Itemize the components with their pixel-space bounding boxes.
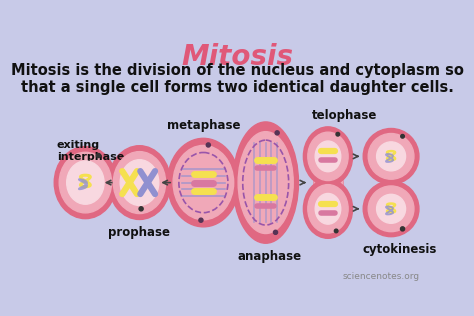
Text: metaphase: metaphase: [167, 119, 240, 132]
Circle shape: [139, 207, 143, 211]
Ellipse shape: [303, 179, 353, 238]
Text: exiting
interphase: exiting interphase: [57, 140, 124, 161]
Text: Mitosis is the division of the nucleus and cytoplasm so
that a single cell forms: Mitosis is the division of the nucleus a…: [10, 63, 464, 95]
Circle shape: [96, 154, 100, 158]
Circle shape: [334, 229, 338, 233]
Ellipse shape: [167, 138, 239, 227]
Ellipse shape: [303, 127, 353, 186]
Ellipse shape: [113, 152, 165, 214]
Ellipse shape: [368, 134, 414, 179]
Ellipse shape: [376, 194, 406, 223]
Circle shape: [206, 143, 210, 147]
Ellipse shape: [120, 160, 159, 205]
Ellipse shape: [315, 193, 341, 224]
Ellipse shape: [59, 152, 111, 213]
Ellipse shape: [238, 132, 293, 234]
Ellipse shape: [368, 186, 414, 232]
Circle shape: [199, 218, 203, 222]
Text: anaphase: anaphase: [238, 250, 302, 263]
Circle shape: [275, 131, 279, 135]
Ellipse shape: [363, 181, 419, 237]
Ellipse shape: [363, 129, 419, 184]
Circle shape: [336, 132, 339, 136]
Ellipse shape: [54, 147, 117, 219]
Ellipse shape: [67, 161, 104, 204]
Ellipse shape: [173, 145, 234, 220]
Circle shape: [401, 135, 404, 138]
Text: telophase: telophase: [312, 109, 377, 122]
Circle shape: [401, 227, 405, 231]
Text: sciencenotes.org: sciencenotes.org: [343, 272, 420, 281]
Ellipse shape: [233, 122, 299, 243]
Ellipse shape: [376, 142, 406, 171]
Circle shape: [273, 230, 278, 234]
Ellipse shape: [315, 141, 341, 172]
Text: prophase: prophase: [109, 226, 171, 239]
Ellipse shape: [109, 146, 171, 220]
Text: Mitosis: Mitosis: [181, 43, 293, 71]
Text: cytokinesis: cytokinesis: [362, 243, 437, 256]
Ellipse shape: [308, 132, 348, 180]
Ellipse shape: [308, 185, 348, 233]
